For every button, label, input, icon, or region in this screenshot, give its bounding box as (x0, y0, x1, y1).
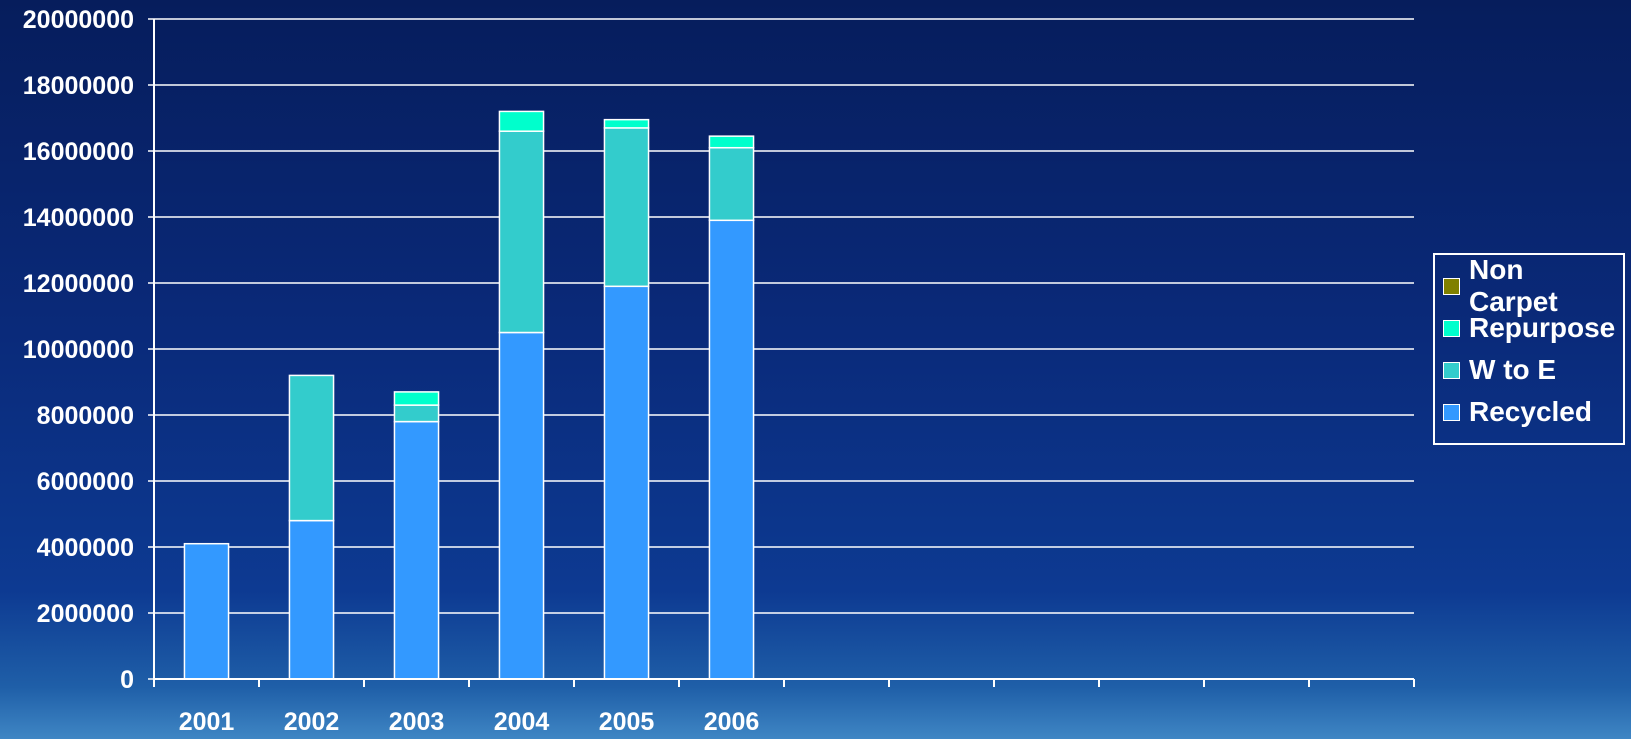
legend-item-repurpose: Repurpose (1443, 311, 1615, 345)
y-tick-label: 4000000 (37, 534, 134, 562)
x-tick-label: 2005 (599, 708, 655, 736)
y-tick-label: 2000000 (37, 600, 134, 628)
x-tick-label: 2003 (389, 708, 445, 736)
legend-swatch (1443, 403, 1460, 421)
legend-swatch (1443, 361, 1460, 379)
legend-label: W to E (1469, 354, 1557, 385)
bar-segment-w-to-e-2003 (393, 404, 440, 423)
y-tick-label: 0 (120, 666, 134, 694)
x-tick-label: 2001 (179, 708, 235, 736)
bar-segment-recycled-2003 (393, 420, 440, 680)
bar-segment-recycled-2002 (288, 519, 335, 680)
grid-lines (154, 18, 1414, 614)
legend-label: Repurpose (1469, 312, 1616, 343)
axes (153, 19, 1415, 687)
y-tick-label: 8000000 (37, 402, 134, 430)
x-tick-label: 2006 (704, 708, 760, 736)
y-tick-label: 16000000 (23, 138, 134, 166)
bar-segment-recycled-2005 (603, 285, 650, 680)
bar-segment-recycled-2001 (183, 542, 230, 680)
y-tick-label: 6000000 (37, 468, 134, 496)
bar-segment-recycled-2004 (498, 331, 545, 680)
legend-item-non-carpet: Non Carpet (1443, 254, 1615, 317)
bar-stacks (183, 110, 755, 680)
x-tick-label: 2004 (494, 708, 550, 736)
chart-legend: Non Carpet Repurpose W to E Recycled (1433, 253, 1625, 445)
bar-segment-w-to-e-2006 (708, 146, 755, 222)
y-tick-label: 18000000 (23, 72, 134, 100)
x-tick-labels: 2001 2002 2003 2004 2005 2006 (179, 708, 760, 736)
bar-segment-repurpose-2004 (498, 110, 545, 132)
y-tick-label: 20000000 (23, 6, 134, 34)
bar-segment-repurpose-2006 (708, 135, 755, 149)
y-tick-label: 14000000 (23, 204, 134, 232)
legend-swatch (1443, 319, 1460, 337)
legend-label: Recycled (1469, 396, 1592, 427)
legend-label: Non Carpet (1469, 254, 1558, 317)
y-tick-label: 12000000 (23, 270, 134, 298)
y-tick-labels: 0 2000000 4000000 6000000 8000000 10000000 120… (23, 6, 154, 694)
bar-segment-recycled-2006 (708, 219, 755, 680)
legend-swatch (1443, 277, 1460, 295)
legend-item-recycled: Recycled (1443, 395, 1615, 429)
bar-segment-repurpose-2005 (603, 118, 650, 129)
y-tick-label: 10000000 (23, 336, 134, 364)
bar-segment-w-to-e-2004 (498, 130, 545, 334)
x-tick-label: 2002 (284, 708, 340, 736)
legend-item-w-to-e: W to E (1443, 353, 1615, 387)
bar-segment-w-to-e-2005 (603, 127, 650, 288)
bar-segment-repurpose-2003 (393, 391, 440, 406)
bar-segment-w-to-e-2002 (288, 374, 335, 522)
